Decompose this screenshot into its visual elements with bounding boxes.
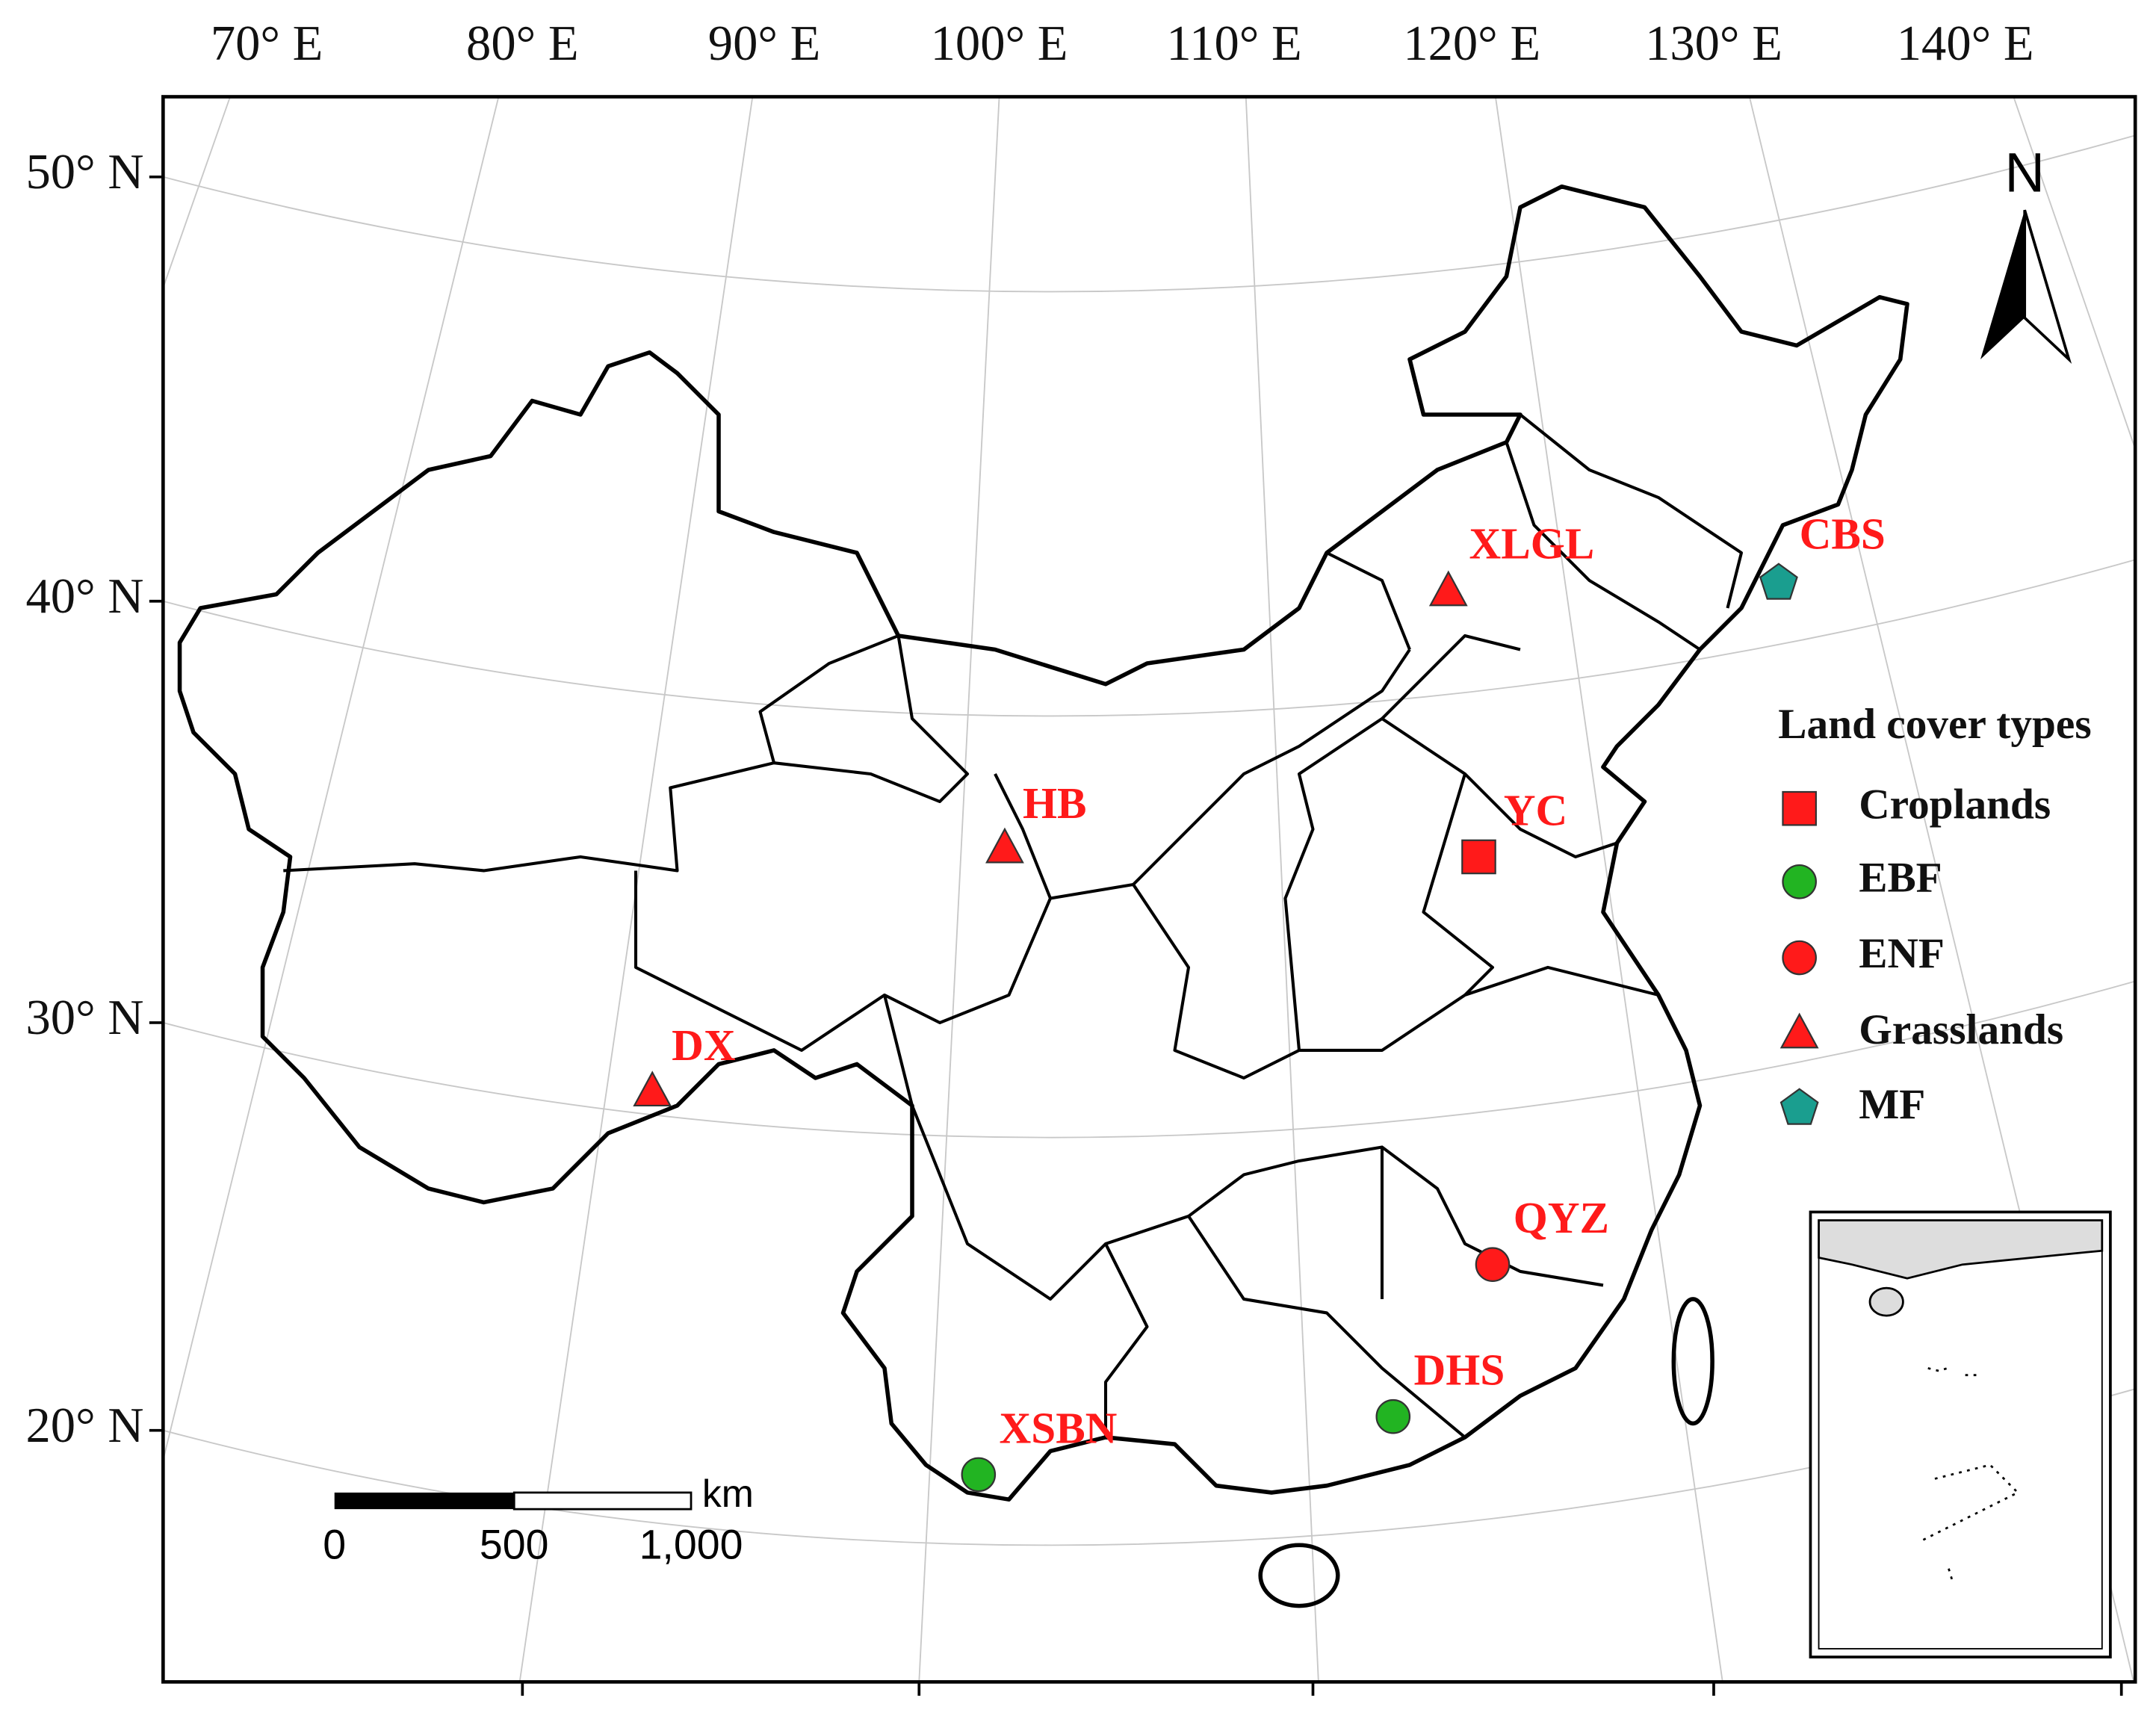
site-marker <box>633 1071 672 1107</box>
site-marker <box>985 827 1024 864</box>
scale-label: 1,000 <box>639 1522 743 1568</box>
latitude-label: 50° N <box>26 145 144 199</box>
scale-unit: km <box>702 1472 754 1515</box>
legend-label: Croplands <box>1859 781 2051 828</box>
longitude-label: 130° E <box>1645 16 1782 71</box>
longitude-label: 70° E <box>211 16 323 71</box>
legend-marker <box>1782 790 1817 826</box>
legend-label: Grasslands <box>1859 1006 2063 1053</box>
inset-map <box>1809 1210 2112 1658</box>
site-label: DX <box>672 1020 736 1070</box>
legend-marker <box>1782 864 1817 899</box>
meridian <box>1245 96 1319 1682</box>
site-label: HB <box>1023 778 1087 828</box>
china-outline <box>177 184 1909 1608</box>
overlay: 70° E 80° E 90° E 100° E 110° E 120° E 130° E 1… <box>26 16 2123 1696</box>
parallel <box>163 559 2136 717</box>
longitude-label: 80° E <box>466 16 579 71</box>
north-label: N <box>2004 141 2044 203</box>
legend-marker <box>1779 1012 1819 1049</box>
north-arrow: N <box>1980 141 2072 364</box>
site-label: CBS <box>1800 509 1886 558</box>
site-label: XLGL <box>1469 518 1595 568</box>
site-marker <box>961 1457 997 1493</box>
latitude-label: 40° N <box>26 569 144 624</box>
longitude-label: 110° E <box>1166 16 1301 71</box>
meridian <box>163 96 500 1463</box>
site-label: QYZ <box>1514 1193 1609 1242</box>
site-marker <box>1475 1247 1511 1283</box>
site-marker <box>1461 839 1496 875</box>
longitude-label: 140° E <box>1897 16 2034 71</box>
scale-label: 0 <box>323 1522 346 1568</box>
longitude-label: 90° E <box>708 16 821 71</box>
site-marker <box>1759 563 1798 600</box>
map-frame <box>161 95 2137 1684</box>
scale-bar: km 0 500 1,000 <box>323 1472 754 1567</box>
scale-label: 500 <box>480 1522 549 1568</box>
latitude-label: 30° N <box>26 991 144 1045</box>
meridian <box>2013 96 2136 451</box>
legend-marker <box>1782 940 1817 976</box>
site-label: DHS <box>1414 1345 1505 1395</box>
meridian <box>918 96 1000 1682</box>
longitude-label: 100° E <box>931 16 1068 71</box>
legend-marker <box>1779 1088 1819 1125</box>
legend-title: Land cover types <box>1778 701 2091 748</box>
latitude-label: 20° N <box>26 1398 144 1453</box>
site-label: YC <box>1504 785 1568 834</box>
legend-label: MF <box>1859 1081 1925 1128</box>
longitude-label: 120° E <box>1403 16 1540 71</box>
legend-label: ENF <box>1859 930 1945 977</box>
parallel <box>163 980 2136 1139</box>
site-marker <box>1428 570 1468 607</box>
parallel <box>163 134 2136 293</box>
site-label: XSBN <box>1000 1403 1118 1452</box>
site-marker <box>1375 1398 1411 1434</box>
legend-label: EBF <box>1859 854 1942 901</box>
